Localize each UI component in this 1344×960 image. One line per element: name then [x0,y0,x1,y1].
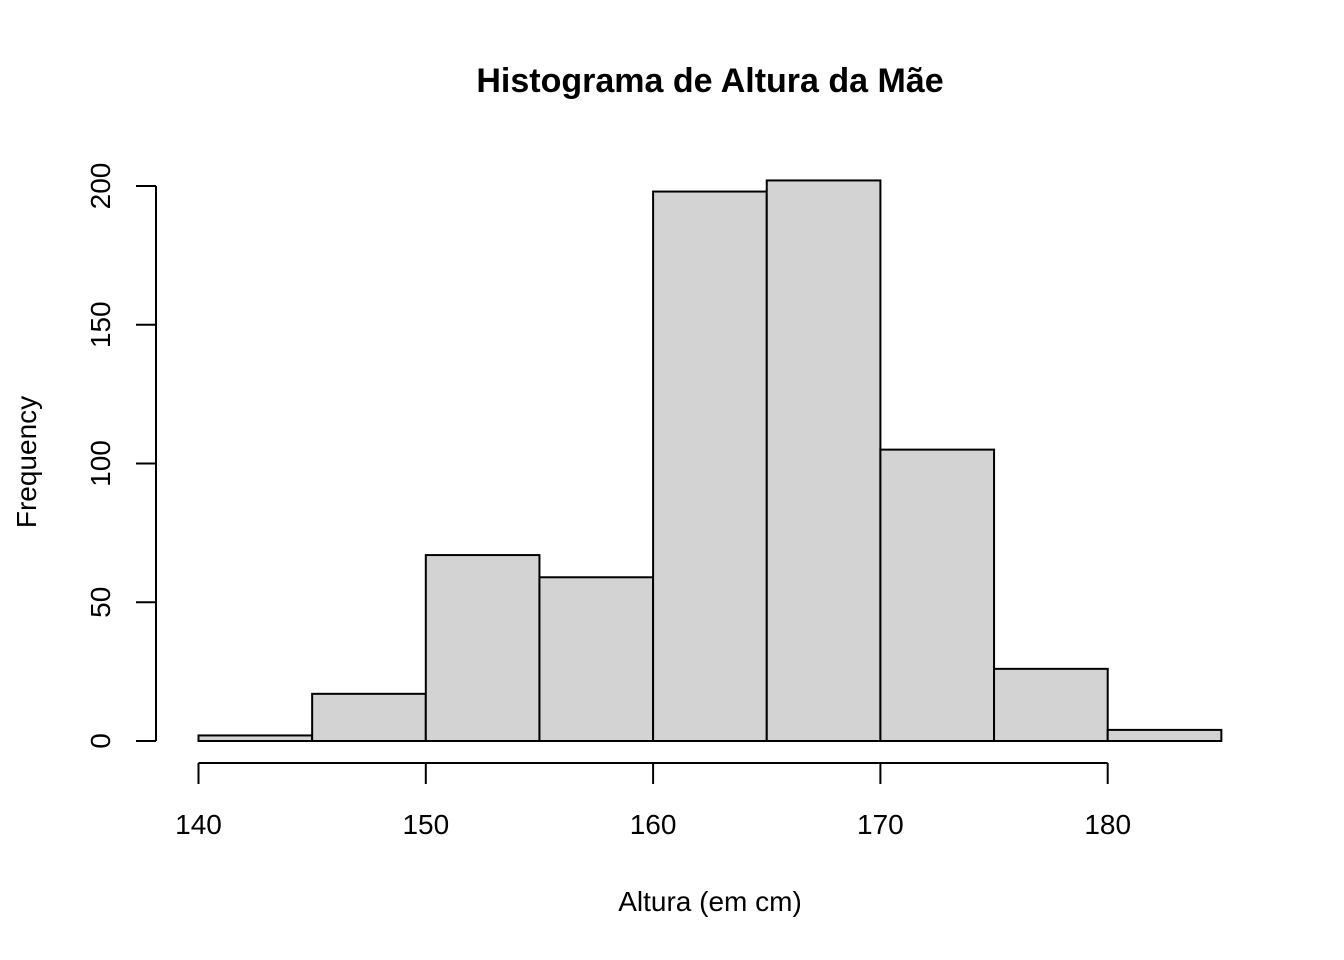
y-axis-label: Frequency [11,396,42,528]
histogram-bar-4 [652,190,768,743]
y-axis: 0 50 100 150 200 [85,163,157,749]
chart-title: Histograma de Altura da Mãe [476,62,943,100]
x-axis-label: Altura (em cm) [618,886,802,917]
y-tick-label-0: 0 [85,733,116,749]
histogram-bar-5 [765,179,882,742]
histogram-bar-6 [879,448,996,742]
histogram-bar-2 [424,554,541,743]
histogram-bar-1 [311,692,427,743]
y-tick-label-1: 50 [85,587,116,618]
histogram-bar-7 [993,667,1109,742]
x-axis: 140 150 160 170 180 [175,762,1131,840]
histogram-bars [197,179,1223,743]
x-tick-label-0: 140 [175,809,222,840]
y-tick-label-4: 200 [85,163,116,210]
y-tick-label-3: 150 [85,301,116,348]
histogram-bar-3 [538,576,655,743]
x-tick-label-3: 170 [857,809,904,840]
histogram-bar-8 [1106,728,1223,743]
histogram-bar-0 [197,734,314,743]
x-tick-label-2: 160 [630,809,677,840]
x-tick-label-1: 150 [402,809,449,840]
x-tick-label-4: 180 [1084,809,1131,840]
y-tick-label-2: 100 [85,440,116,487]
